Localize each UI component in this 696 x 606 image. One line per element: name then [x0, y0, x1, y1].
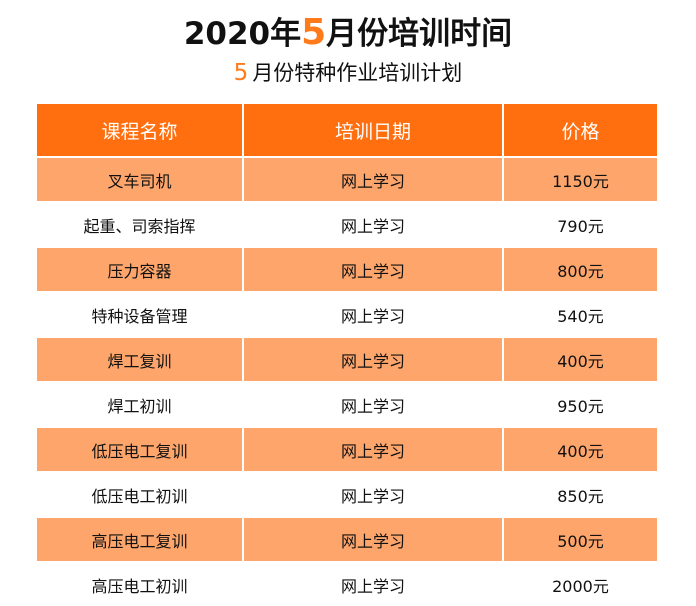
price-cell: 790元: [503, 201, 657, 247]
table-header: 课程名称 培训日期 价格: [37, 104, 657, 157]
title-prefix: 2020年: [183, 16, 302, 52]
price-cell: 540元: [503, 291, 657, 337]
training-schedule-table: 课程名称 培训日期 价格 叉车司机 网上学习 1150元 起重、司索指挥 网上学…: [37, 104, 657, 606]
column-header-price: 价格: [503, 104, 657, 157]
course-name-cell: 焊工复训: [37, 336, 244, 382]
price-cell: 400元: [503, 336, 657, 382]
training-date-cell: 网上学习: [243, 381, 504, 427]
course-name-cell: 高压电工初训: [37, 561, 244, 606]
subtitle-text: 月份特种作业培训计划: [252, 61, 463, 85]
course-name-cell: 压力容器: [37, 246, 244, 292]
table-row: 焊工初训 网上学习 950元: [37, 381, 657, 427]
table-row: 低压电工复训 网上学习 400元: [37, 426, 657, 472]
table-row: 焊工复训 网上学习 400元: [37, 336, 657, 382]
table-body: 叉车司机 网上学习 1150元 起重、司索指挥 网上学习 790元 压力容器 网…: [37, 156, 657, 606]
course-name-cell: 焊工初训: [37, 381, 244, 427]
course-name-cell: 特种设备管理: [37, 291, 244, 337]
page-subtitle: 5 月份特种作业培训计划: [0, 58, 696, 88]
page-title: 2020年5月份培训时间: [0, 10, 696, 57]
training-date-cell: 网上学习: [243, 291, 504, 337]
price-cell: 800元: [503, 246, 657, 292]
price-cell: 1150元: [503, 156, 657, 202]
training-date-cell: 网上学习: [243, 426, 504, 472]
price-cell: 850元: [503, 471, 657, 517]
training-date-cell: 网上学习: [243, 561, 504, 606]
training-date-cell: 网上学习: [243, 201, 504, 247]
course-name-cell: 低压电工复训: [37, 426, 244, 472]
training-date-cell: 网上学习: [243, 516, 504, 562]
course-name-cell: 高压电工复训: [37, 516, 244, 562]
table-row: 压力容器 网上学习 800元: [37, 246, 657, 292]
column-header-training-date: 培训日期: [243, 104, 504, 157]
training-date-cell: 网上学习: [243, 336, 504, 382]
training-date-cell: 网上学习: [243, 156, 504, 202]
training-date-cell: 网上学习: [243, 471, 504, 517]
table-row: 高压电工复训 网上学习 500元: [37, 516, 657, 562]
table-row: 高压电工初训 网上学习 2000元: [37, 561, 657, 606]
header-row: 课程名称 培训日期 价格: [37, 104, 657, 157]
price-cell: 500元: [503, 516, 657, 562]
price-cell: 2000元: [503, 561, 657, 606]
course-name-cell: 低压电工初训: [37, 471, 244, 517]
table-row: 起重、司索指挥 网上学习 790元: [37, 201, 657, 247]
course-name-cell: 叉车司机: [37, 156, 244, 202]
table-row: 叉车司机 网上学习 1150元: [37, 156, 657, 202]
title-suffix: 月份培训时间: [326, 16, 513, 52]
price-cell: 950元: [503, 381, 657, 427]
table-row: 特种设备管理 网上学习 540元: [37, 291, 657, 337]
title-month-number: 5: [301, 12, 327, 53]
price-cell: 400元: [503, 426, 657, 472]
training-date-cell: 网上学习: [243, 246, 504, 292]
table-row: 低压电工初训 网上学习 850元: [37, 471, 657, 517]
subtitle-month-number: 5: [233, 60, 249, 86]
column-header-course-name: 课程名称: [37, 104, 244, 157]
course-name-cell: 起重、司索指挥: [37, 201, 244, 247]
